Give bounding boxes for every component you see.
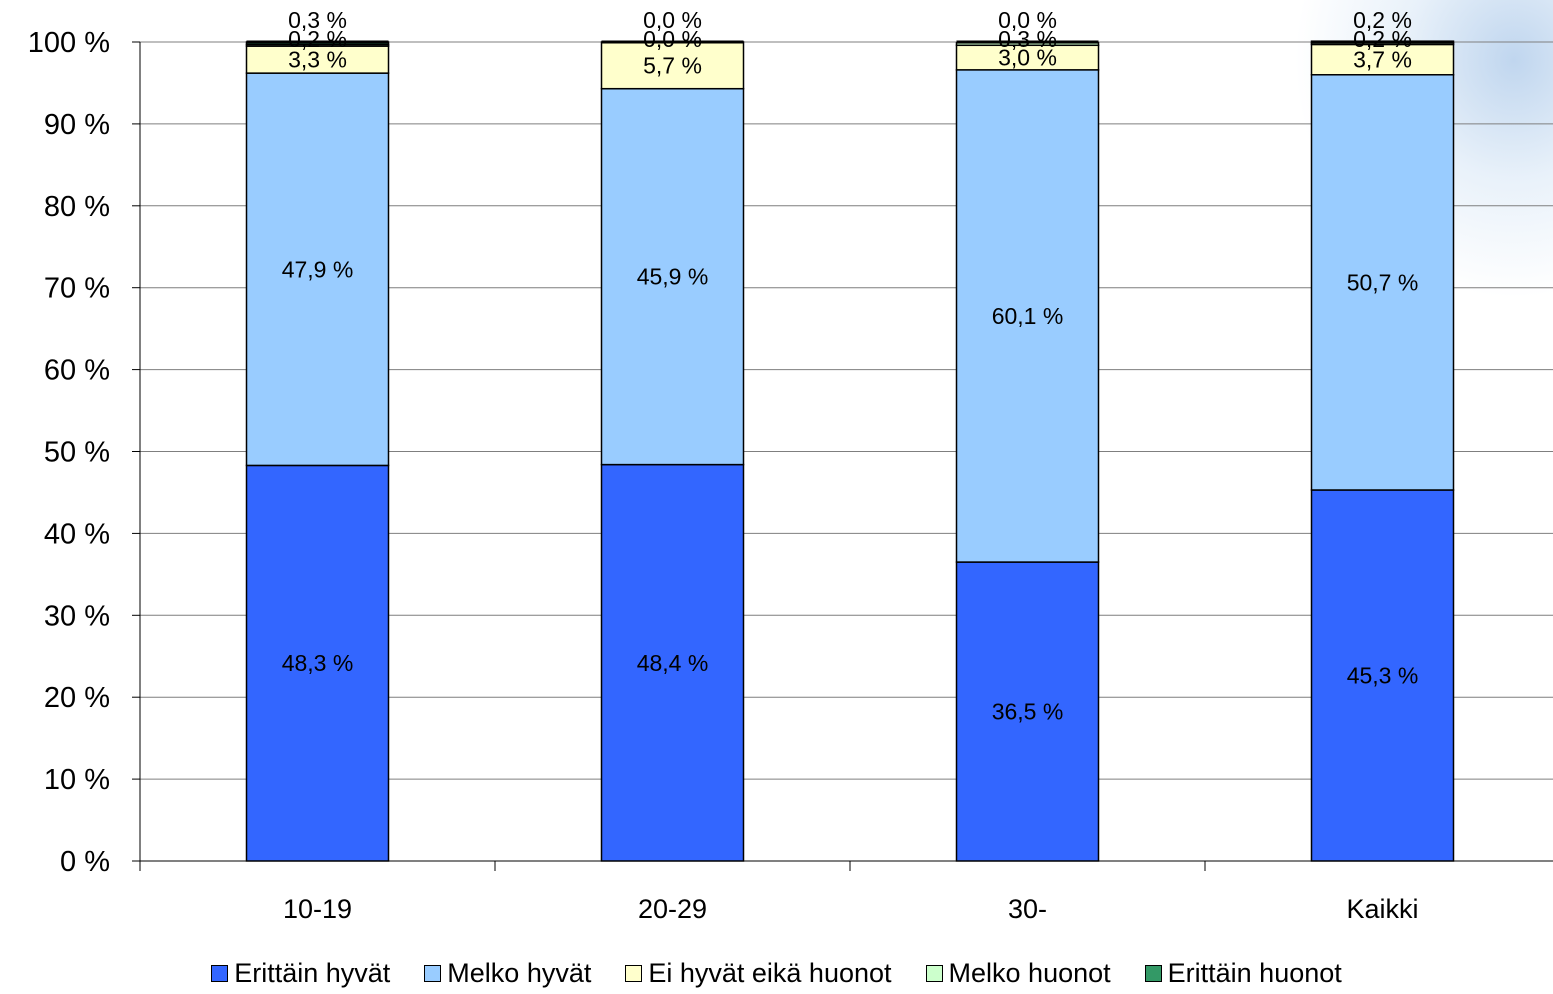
data-label: 36,5 % <box>992 699 1064 725</box>
y-tick-label: 100 % <box>28 27 110 59</box>
data-label: 0,3 % <box>288 7 347 33</box>
legend-swatch <box>925 965 943 982</box>
data-label: 3,0 % <box>998 45 1057 71</box>
data-label: 48,3 % <box>282 650 354 676</box>
bar-segment <box>955 561 1100 862</box>
bar-segment <box>955 44 1100 71</box>
data-label: 3,7 % <box>1353 47 1412 73</box>
legend-label: Ei hyvät eikä huonot <box>648 958 892 988</box>
bar-segment <box>955 69 1100 563</box>
stacked-bar-chart: 0 % 10 % 20 % 30 % 40 % 50 % 60 % 70 % 80 % 90 % 1… <box>28 7 1553 924</box>
data-label: 60,1 % <box>992 303 1064 329</box>
data-label: 0,0 % <box>643 7 702 33</box>
legend-item: Melko hyvät <box>424 958 591 989</box>
x-tick-label: 30- <box>1008 894 1047 924</box>
legend-swatch <box>424 965 442 982</box>
data-labels: 48,3 %47,9 %3,3 %0,2 %0,3 %48,4 %45,9 %5… <box>282 7 1419 725</box>
x-tick-label: Kaikki <box>1346 894 1418 924</box>
data-label: 3,3 % <box>288 47 347 73</box>
bar-segment <box>1310 74 1455 491</box>
y-tick-label: 50 % <box>44 437 110 469</box>
x-tick-label: 20-29 <box>638 894 707 924</box>
y-tick-label: 90 % <box>44 109 110 141</box>
y-tick-label: 80 % <box>44 191 110 223</box>
legend-swatch <box>625 965 643 982</box>
legend-item: Erittäin huonot <box>1144 958 1342 989</box>
y-tick-label: 70 % <box>44 273 110 305</box>
legend-item: Ei hyvät eikä huonot <box>625 958 892 989</box>
bar-segment <box>245 464 390 862</box>
legend-item: Melko huonot <box>925 958 1111 989</box>
bar-segment <box>1310 43 1455 76</box>
y-tick-label: 30 % <box>44 600 110 632</box>
data-label: 47,9 % <box>282 256 354 282</box>
data-label: 0,2 % <box>288 26 347 52</box>
legend-label: Melko hyvät <box>447 958 592 988</box>
data-label: 48,4 % <box>637 650 709 676</box>
data-label: 45,3 % <box>1347 662 1419 688</box>
x-tick-label: 10-19 <box>283 894 352 924</box>
legend-label: Erittäin huonot <box>1167 958 1342 988</box>
data-label: 0,0 % <box>998 7 1057 33</box>
bar-segment <box>245 72 390 467</box>
y-tick-label: 10 % <box>44 764 110 796</box>
legend-swatch <box>1144 965 1162 982</box>
bar-segment <box>600 41 745 90</box>
legend-swatch <box>211 965 229 982</box>
y-tick-label: 60 % <box>44 355 110 387</box>
legend-label: Erittäin hyvät <box>234 958 391 988</box>
y-tick-label: 0 % <box>60 846 110 878</box>
data-label: 0,0 % <box>643 26 702 52</box>
bar-segment <box>1310 489 1455 862</box>
data-label: 50,7 % <box>1347 269 1419 295</box>
legend: Erittäin hyvät Melko hyvät Ei hyvät eikä h… <box>0 958 1553 989</box>
data-label: 45,9 % <box>637 264 709 290</box>
legend-item: Erittäin hyvät <box>211 958 390 989</box>
bar-segment <box>600 87 745 466</box>
y-tick-label: 20 % <box>44 682 110 714</box>
data-label: 5,7 % <box>643 52 702 78</box>
data-label: 0,2 % <box>1353 26 1412 52</box>
legend-label: Melko huonot <box>948 958 1111 988</box>
bar-segment <box>600 463 745 862</box>
data-label: 0,3 % <box>998 26 1057 52</box>
data-label: 0,2 % <box>1353 7 1412 33</box>
y-tick-label: 40 % <box>44 518 110 550</box>
bar-segment <box>245 45 390 74</box>
bars <box>245 40 1455 862</box>
axes: 0 % 10 % 20 % 30 % 40 % 50 % 60 % 70 % 80 % 90 % 1… <box>28 27 1553 924</box>
